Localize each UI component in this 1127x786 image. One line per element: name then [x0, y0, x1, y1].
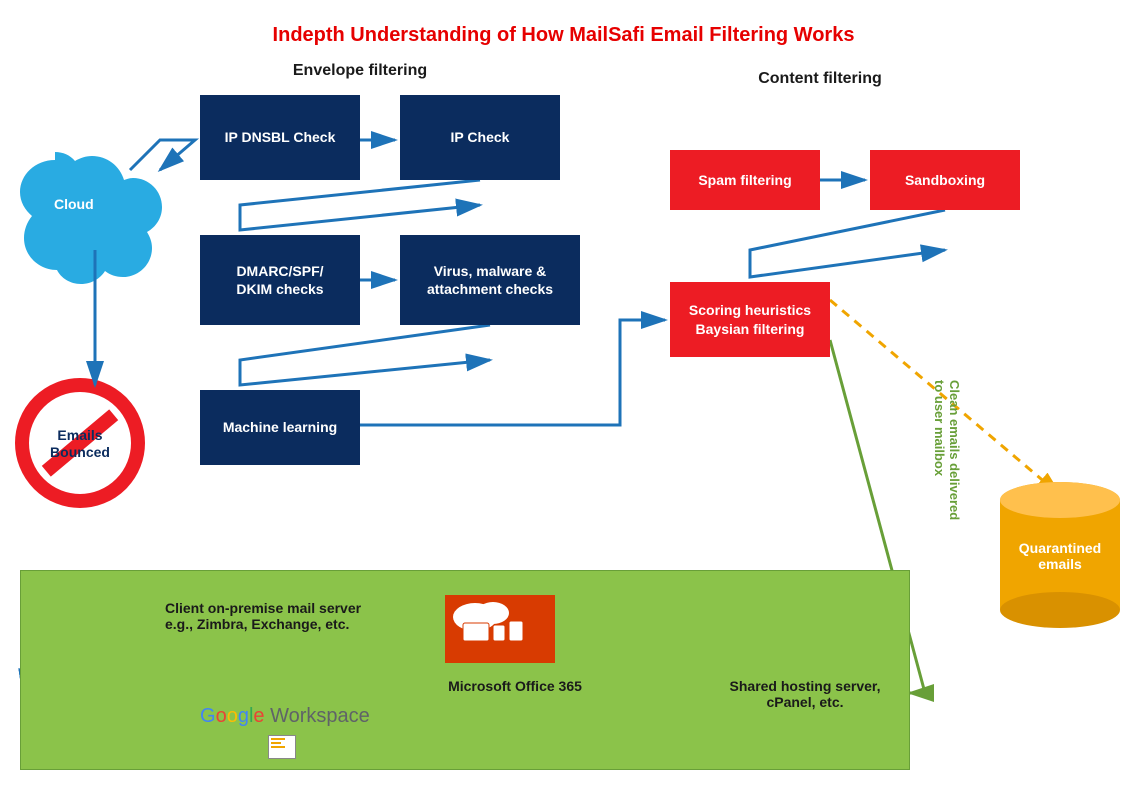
delivery-line1: Clean emails delivered: [947, 380, 962, 520]
page-title: Indepth Understanding of How MailSafi Em…: [0, 24, 1127, 47]
o365-icon: [445, 595, 555, 663]
arrow: [240, 325, 490, 385]
box-virus: Virus, malware & attachment checks: [400, 235, 580, 325]
box-ip-dnsbl: IP DNSBL Check: [200, 95, 360, 180]
cloud-label: Cloud: [54, 196, 94, 212]
arrow: [240, 180, 480, 230]
bounced-line2: Bounced: [50, 444, 110, 460]
bounced-line1: Emails: [57, 427, 102, 443]
onprem-label: Client on-premise mail server e.g., Zimb…: [165, 600, 375, 632]
box-ip-check: IP Check: [400, 95, 560, 180]
box-dmarc: DMARC/SPF/DKIM checks: [200, 235, 360, 325]
box-ml: Machine learning: [200, 390, 360, 465]
box-scoring: Scoring heuristicsBaysian filtering: [670, 282, 830, 357]
shared-label: Shared hosting server, cPanel, etc.: [720, 678, 890, 710]
heading-envelope: Envelope filtering: [260, 62, 460, 80]
box-sandbox: Sandboxing: [870, 150, 1020, 210]
workspace-word: Workspace: [270, 705, 370, 727]
note-icon: [268, 735, 296, 759]
database-label: Quarantined emails: [1010, 540, 1110, 572]
arrow: [750, 210, 945, 277]
o365-label: Microsoft Office 365: [430, 678, 600, 694]
delivery-label: Clean emails delivered to user mailbox: [932, 380, 962, 520]
cloud-icon: [20, 152, 162, 284]
delivery-line2: to user mailbox: [932, 380, 947, 476]
google-workspace-logo: Google Workspace: [200, 705, 370, 728]
arrow: [130, 140, 195, 170]
bounced-label: Emails Bounced: [48, 427, 112, 461]
heading-content: Content filtering: [720, 70, 920, 88]
box-spam: Spam filtering: [670, 150, 820, 210]
